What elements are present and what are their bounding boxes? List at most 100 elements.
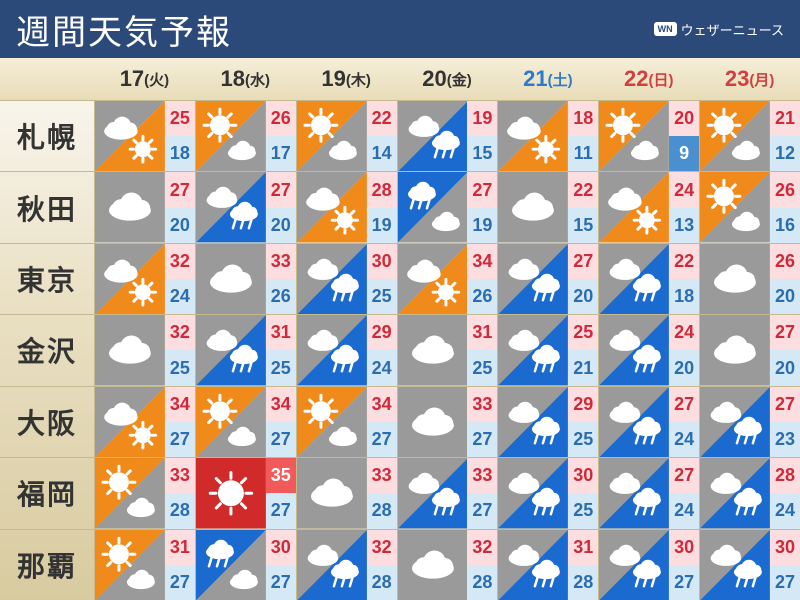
weather-icon bbox=[196, 458, 266, 528]
weather-icon bbox=[599, 172, 669, 242]
forecast-cell: 2112 bbox=[699, 101, 800, 171]
forecast-cell: 3128 bbox=[497, 530, 598, 600]
temp-column: 2218 bbox=[669, 244, 699, 314]
temp-low: 27 bbox=[467, 422, 497, 457]
temp-low: 28 bbox=[467, 565, 497, 600]
temp-high: 31 bbox=[568, 530, 598, 565]
temp-column: 2620 bbox=[770, 244, 800, 314]
forecast-cell: 3224 bbox=[94, 244, 195, 314]
weather-icon bbox=[196, 101, 266, 171]
temp-high: 33 bbox=[266, 244, 296, 279]
weather-icon bbox=[599, 458, 669, 528]
forecast-cell: 3427 bbox=[296, 387, 397, 457]
weather-icon bbox=[498, 387, 568, 457]
city-name: 大阪 bbox=[0, 387, 94, 457]
weather-icon bbox=[700, 101, 770, 171]
temp-low: 27 bbox=[266, 422, 296, 457]
temp-high: 25 bbox=[165, 101, 195, 136]
forecast-container: 週間天気予報 WN ウェザーニュース 17(火)18(水)19(木)20(金)2… bbox=[0, 0, 800, 600]
temp-low: 24 bbox=[669, 493, 699, 528]
temp-low: 28 bbox=[165, 493, 195, 528]
temp-column: 3027 bbox=[669, 530, 699, 600]
temp-high: 30 bbox=[367, 244, 397, 279]
temp-high: 31 bbox=[467, 315, 497, 350]
temp-high: 27 bbox=[266, 172, 296, 207]
weather-icon bbox=[95, 101, 165, 171]
spacer bbox=[0, 58, 94, 100]
temp-column: 2719 bbox=[467, 172, 497, 242]
weather-icon bbox=[196, 387, 266, 457]
temp-high: 24 bbox=[669, 172, 699, 207]
weather-icon bbox=[599, 530, 669, 600]
temp-column: 209 bbox=[669, 101, 699, 171]
forecast-cell: 2723 bbox=[699, 387, 800, 457]
forecast-cell: 2521 bbox=[497, 315, 598, 385]
temp-column: 2924 bbox=[367, 315, 397, 385]
forecast-cell: 1811 bbox=[497, 101, 598, 171]
temp-low: 9 bbox=[669, 136, 699, 171]
weather-icon bbox=[196, 244, 266, 314]
temp-column: 2521 bbox=[568, 315, 598, 385]
temp-column: 3327 bbox=[467, 387, 497, 457]
temp-column: 2724 bbox=[669, 387, 699, 457]
city-row: 大阪 3427 3427 3427 3327 bbox=[0, 386, 800, 457]
temp-high: 26 bbox=[770, 244, 800, 279]
temp-low: 19 bbox=[367, 208, 397, 243]
forecast-cell: 2720 bbox=[497, 244, 598, 314]
temp-high: 27 bbox=[467, 172, 497, 207]
forecast-cell: 3427 bbox=[195, 387, 296, 457]
temp-high: 30 bbox=[266, 530, 296, 565]
temp-high: 25 bbox=[568, 315, 598, 350]
weather-icon bbox=[95, 458, 165, 528]
temp-low: 13 bbox=[669, 208, 699, 243]
brand-badge: WN bbox=[654, 22, 677, 36]
temp-high: 22 bbox=[669, 244, 699, 279]
temp-column: 2214 bbox=[367, 101, 397, 171]
forecast-cell: 3025 bbox=[296, 244, 397, 314]
day-header: 19(木) bbox=[296, 58, 397, 100]
temp-low: 15 bbox=[568, 208, 598, 243]
temp-column: 3326 bbox=[266, 244, 296, 314]
city-row: 金沢 3225 3125 2924 3125 bbox=[0, 314, 800, 385]
day-number: 17 bbox=[120, 66, 144, 92]
temp-column: 2616 bbox=[770, 172, 800, 242]
temp-column: 2720 bbox=[770, 315, 800, 385]
forecast-cell: 3225 bbox=[94, 315, 195, 385]
weather-icon bbox=[196, 172, 266, 242]
city-row: 秋田 2720 2720 2819 2719 bbox=[0, 171, 800, 242]
day-of-week: (土) bbox=[548, 69, 573, 90]
forecast-grid: 札幌 2518 2617 2214 1915 bbox=[0, 100, 800, 600]
temp-column: 3128 bbox=[568, 530, 598, 600]
forecast-cell: 2218 bbox=[598, 244, 699, 314]
temp-column: 3527 bbox=[266, 458, 296, 528]
forecast-cell: 3027 bbox=[598, 530, 699, 600]
forecast-cell: 2214 bbox=[296, 101, 397, 171]
temp-high: 28 bbox=[770, 458, 800, 493]
forecast-cell: 3427 bbox=[94, 387, 195, 457]
temp-high: 33 bbox=[165, 458, 195, 493]
temp-high: 18 bbox=[568, 101, 598, 136]
forecast-cell: 2720 bbox=[195, 172, 296, 242]
days-header-row: 17(火)18(水)19(木)20(金)21(土)22(日)23(月) bbox=[0, 58, 800, 100]
temp-column: 3125 bbox=[467, 315, 497, 385]
weather-icon bbox=[700, 244, 770, 314]
temp-low: 28 bbox=[367, 565, 397, 600]
temp-column: 3427 bbox=[367, 387, 397, 457]
temp-low: 27 bbox=[669, 565, 699, 600]
weather-icon bbox=[297, 101, 367, 171]
temp-low: 25 bbox=[266, 350, 296, 385]
temp-low: 20 bbox=[770, 350, 800, 385]
weather-icon bbox=[498, 172, 568, 242]
temp-column: 2617 bbox=[266, 101, 296, 171]
weather-icon bbox=[498, 244, 568, 314]
forecast-cell: 3027 bbox=[195, 530, 296, 600]
forecast-cell: 3228 bbox=[397, 530, 498, 600]
weather-icon bbox=[700, 387, 770, 457]
day-of-week: (月) bbox=[749, 69, 774, 90]
forecast-cell: 2518 bbox=[94, 101, 195, 171]
weather-icon bbox=[498, 458, 568, 528]
forecast-cell: 2719 bbox=[397, 172, 498, 242]
day-number: 21 bbox=[523, 66, 547, 92]
temp-high: 32 bbox=[367, 530, 397, 565]
forecast-cell: 2413 bbox=[598, 172, 699, 242]
